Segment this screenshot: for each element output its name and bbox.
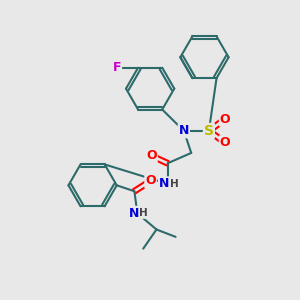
Text: O: O <box>220 136 230 149</box>
Text: H: H <box>140 208 148 218</box>
Text: H: H <box>170 179 178 189</box>
Text: N: N <box>159 177 169 190</box>
Text: S: S <box>204 124 214 138</box>
Text: O: O <box>146 149 157 162</box>
Text: F: F <box>112 61 121 74</box>
Text: N: N <box>129 207 139 220</box>
Text: O: O <box>220 112 230 126</box>
Text: O: O <box>145 174 156 188</box>
Text: N: N <box>179 124 189 137</box>
